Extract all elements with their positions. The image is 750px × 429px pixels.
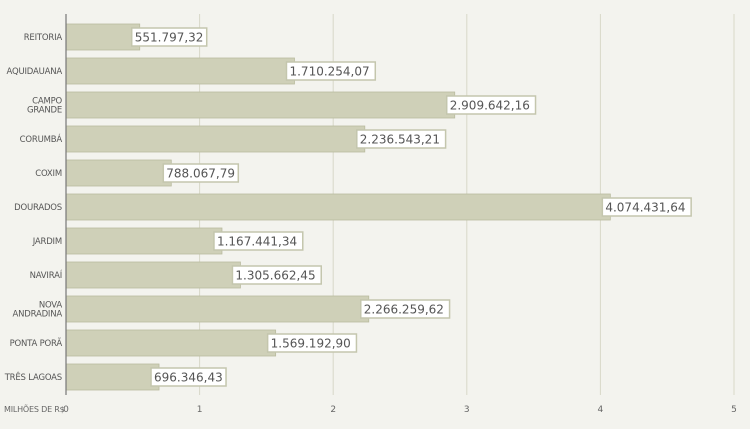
value-label-box [162, 163, 240, 183]
value-label-box [360, 299, 451, 319]
value-label-box [231, 265, 322, 285]
category-label: JARDIM [32, 237, 62, 247]
bar [65, 193, 611, 221]
x-axis-ticks: 0 1 2 3 4 5 [63, 405, 737, 415]
value-label: 696.346,43 [154, 371, 223, 385]
bar [65, 329, 277, 357]
value-label: 1.167.441,34 [217, 235, 297, 249]
category-label: ANDRADINA [12, 310, 62, 320]
bar [65, 227, 223, 255]
value-label: 1.305.662,45 [235, 269, 315, 283]
value-label: 1.710.254,07 [289, 65, 369, 79]
bar [65, 159, 172, 187]
x-tick-label: 0 [63, 405, 69, 415]
value-label: 2.236.543,21 [360, 133, 440, 147]
value-label-box [601, 197, 692, 217]
category-label: TRÊS LAGOAS [4, 371, 62, 383]
value-label-box [266, 333, 358, 353]
x-tick-label: 5 [731, 405, 737, 415]
category-label: AQUIDAUANA [6, 67, 62, 77]
category-label: REITORIA [24, 33, 63, 43]
category-label: PONTA PORÃ [10, 338, 63, 349]
category-label: GRANDE [27, 106, 62, 116]
category-label: CAMPO [32, 97, 62, 107]
bar [65, 57, 295, 85]
bar [65, 91, 456, 119]
value-label-box [356, 129, 447, 149]
value-label-box [130, 27, 208, 47]
value-label-box [213, 231, 304, 251]
x-tick-label: 2 [330, 405, 336, 415]
value-label: 2.266.259,62 [364, 303, 444, 317]
category-label: DOURADOS [14, 203, 62, 213]
value-label-box [285, 61, 377, 81]
bar [65, 261, 241, 289]
value-label-box [150, 367, 227, 387]
value-label: 1.569.192,90 [271, 337, 351, 351]
value-label: 2.909.642,16 [450, 99, 530, 113]
bars [65, 23, 611, 391]
bar [65, 125, 366, 153]
category-label: NAVIRAÍ [30, 269, 63, 281]
x-tick-label: 4 [598, 405, 604, 415]
x-tick-label: 1 [197, 405, 203, 415]
category-label: COXIM [35, 169, 62, 179]
bar [65, 363, 160, 391]
bar [65, 295, 370, 323]
value-label-box [445, 95, 537, 115]
value-label: 551.797,32 [135, 31, 204, 45]
category-label: NOVA [39, 301, 63, 311]
value-label: 4.074.431,64 [605, 201, 685, 215]
x-axis-title: MILHÕES DE R$ [4, 403, 65, 414]
x-tick-label: 3 [464, 405, 470, 415]
value-label: 788.067,79 [166, 167, 235, 181]
category-label: CORUMBÁ [20, 133, 63, 145]
bar [65, 23, 141, 51]
value-labels: 551.797,32 1.710.254,07 2.909.642,16 2.236.… [130, 27, 692, 387]
